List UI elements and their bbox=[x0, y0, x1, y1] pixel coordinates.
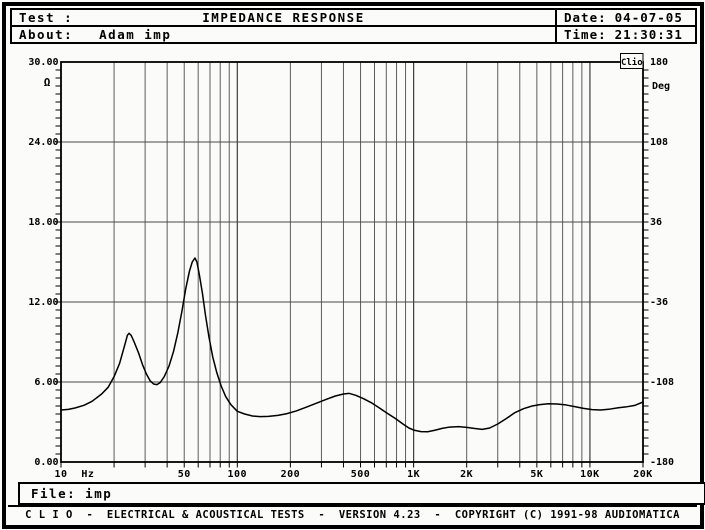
file-label: File: bbox=[31, 486, 77, 501]
svg-text:10K: 10K bbox=[580, 469, 600, 480]
svg-text:24.00: 24.00 bbox=[28, 137, 58, 148]
svg-text:10: 10 bbox=[54, 469, 67, 480]
y-grid bbox=[61, 141, 643, 383]
x-ticks bbox=[60, 462, 644, 468]
y-left-labels: 30.00 24.00 18.00 12.00 6.00 0.00 Ω bbox=[28, 57, 58, 468]
status-bar: C L I O - ELECTRICAL & ACOUSTICAL TESTS … bbox=[8, 505, 697, 523]
header-time-cell: Time: 21:30:31 bbox=[555, 25, 695, 42]
svg-text:Clio: Clio bbox=[621, 57, 643, 68]
impedance-magnitude-curve bbox=[60, 257, 644, 433]
svg-text:500: 500 bbox=[351, 469, 371, 480]
svg-text:-180: -180 bbox=[650, 457, 674, 468]
y-right-labels: 180 108 36 -36 -108 -180 Deg bbox=[650, 57, 674, 468]
header-date-cell: Date: 04-07-05 bbox=[555, 10, 695, 25]
svg-text:18.00: 18.00 bbox=[28, 217, 58, 228]
file-box: File: imp bbox=[18, 482, 705, 505]
svg-text:200: 200 bbox=[281, 469, 301, 480]
svg-text:36: 36 bbox=[650, 217, 662, 228]
page-title: IMPEDANCE RESPONSE bbox=[202, 10, 365, 25]
svg-text:20K: 20K bbox=[633, 469, 653, 480]
header-test-row: Test : IMPEDANCE RESPONSE bbox=[12, 10, 555, 25]
svg-text:2K: 2K bbox=[460, 469, 473, 480]
x-axis-labels: 10 50 100 200 500 1K 2K 5K 10K 20K Hz bbox=[54, 469, 652, 480]
file-value: imp bbox=[85, 486, 113, 501]
svg-text:6.00: 6.00 bbox=[34, 377, 58, 388]
svg-text:1K: 1K bbox=[407, 469, 420, 480]
about-value: Adam imp bbox=[99, 27, 172, 42]
svg-text:100: 100 bbox=[228, 469, 248, 480]
y-right-unit: Deg bbox=[652, 81, 670, 92]
date-value: 04-07-05 bbox=[614, 10, 683, 25]
svg-text:12.00: 12.00 bbox=[28, 297, 58, 308]
x-axis-unit: Hz bbox=[81, 469, 94, 480]
svg-text:-36: -36 bbox=[650, 297, 668, 308]
test-label: Test : bbox=[19, 10, 74, 25]
y-minor-ticks bbox=[55, 69, 649, 455]
clio-watermark: Clio bbox=[620, 53, 644, 69]
plot-frame bbox=[60, 61, 644, 463]
svg-text:-108: -108 bbox=[650, 377, 674, 388]
about-label: About: bbox=[19, 27, 74, 42]
svg-text:30.00: 30.00 bbox=[28, 57, 58, 68]
status-text: C L I O - ELECTRICAL & ACOUSTICAL TESTS … bbox=[25, 509, 680, 521]
time-value: 21:30:31 bbox=[614, 27, 683, 42]
svg-text:180: 180 bbox=[650, 57, 668, 68]
svg-text:108: 108 bbox=[650, 137, 668, 148]
date-label: Date: bbox=[564, 10, 607, 25]
header: Test : IMPEDANCE RESPONSE Date: 04-07-05… bbox=[10, 8, 697, 44]
time-label: Time: bbox=[564, 27, 607, 42]
header-about-row: About: Adam imp bbox=[12, 25, 555, 42]
y-left-unit: Ω bbox=[44, 76, 51, 89]
svg-text:0.00: 0.00 bbox=[34, 457, 58, 468]
svg-text:5K: 5K bbox=[530, 469, 543, 480]
x-grid bbox=[113, 62, 591, 462]
svg-text:50: 50 bbox=[178, 469, 191, 480]
